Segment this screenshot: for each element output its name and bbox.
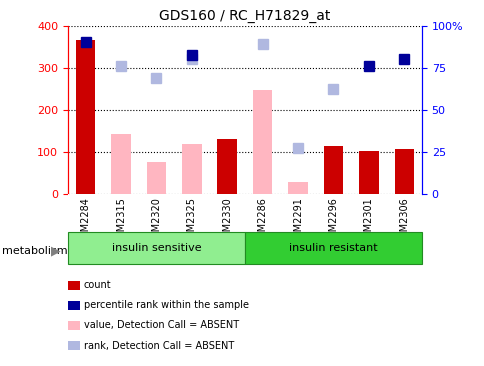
Bar	[358, 152, 378, 194]
Bar	[76, 40, 95, 194]
Title: GDS160 / RC_H71829_at: GDS160 / RC_H71829_at	[159, 9, 330, 23]
Bar	[323, 146, 343, 194]
Bar	[287, 182, 307, 194]
Bar	[393, 149, 413, 194]
Bar	[146, 163, 166, 194]
Bar	[217, 139, 237, 194]
Bar	[252, 90, 272, 194]
Text: ▶: ▶	[51, 244, 60, 257]
Text: rank, Detection Call = ABSENT: rank, Detection Call = ABSENT	[84, 340, 234, 351]
Text: insulin sensitive: insulin sensitive	[111, 243, 201, 253]
Text: value, Detection Call = ABSENT: value, Detection Call = ABSENT	[84, 320, 239, 330]
Bar	[111, 134, 131, 194]
Text: insulin resistant: insulin resistant	[288, 243, 377, 253]
Text: metabolism: metabolism	[2, 246, 68, 256]
Bar	[182, 144, 201, 194]
FancyBboxPatch shape	[68, 232, 244, 264]
Text: count: count	[84, 280, 111, 290]
FancyBboxPatch shape	[244, 232, 421, 264]
Text: percentile rank within the sample: percentile rank within the sample	[84, 300, 248, 310]
